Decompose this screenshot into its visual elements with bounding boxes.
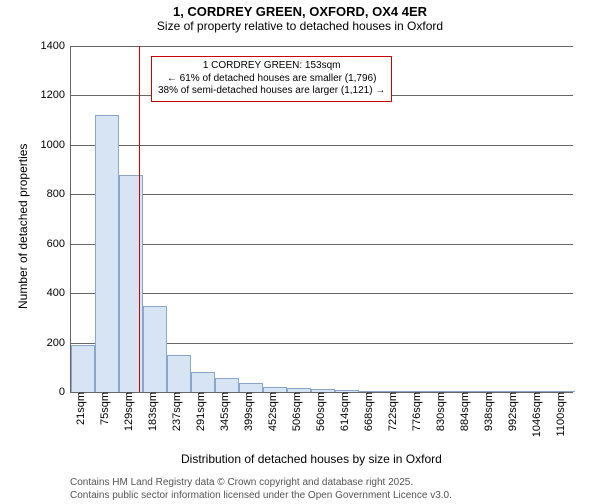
x-tick-label: 291sqm xyxy=(193,392,207,431)
y-tick-label: 0 xyxy=(59,386,71,398)
x-tick-label: 560sqm xyxy=(313,392,327,431)
x-tick-label: 345sqm xyxy=(217,392,231,431)
annotation-line: ← 61% of detached houses are smaller (1,… xyxy=(158,73,385,86)
histogram-bar xyxy=(239,383,263,392)
x-tick-label: 614sqm xyxy=(337,392,351,431)
gridline xyxy=(71,145,573,146)
x-tick-label: 938sqm xyxy=(481,392,495,431)
annotation-line: 1 CORDREY GREEN: 153sqm xyxy=(158,60,385,73)
x-tick-label: 776sqm xyxy=(409,392,423,431)
y-tick-label: 800 xyxy=(47,188,71,200)
footer-line-2: Contains public sector information licen… xyxy=(70,489,452,502)
annotation-box: 1 CORDREY GREEN: 153sqm← 61% of detached… xyxy=(151,56,392,102)
histogram-bar xyxy=(215,378,239,392)
chart-subtitle: Size of property relative to detached ho… xyxy=(0,19,600,33)
x-tick-label: 75sqm xyxy=(97,392,111,425)
chart-title: 1, CORDREY GREEN, OXFORD, OX4 4ER xyxy=(0,4,600,19)
x-tick-label: 21sqm xyxy=(73,392,87,425)
x-tick-label: 1046sqm xyxy=(529,392,543,437)
histogram-bar xyxy=(143,306,167,393)
footer-attribution: Contains HM Land Registry data © Crown c… xyxy=(70,476,452,502)
x-tick-label: 506sqm xyxy=(289,392,303,431)
y-axis-label: Number of detached properties xyxy=(16,144,30,309)
histogram-bar xyxy=(95,115,119,392)
annotation-line: 38% of semi-detached houses are larger (… xyxy=(158,85,385,98)
x-tick-label: 884sqm xyxy=(457,392,471,431)
x-tick-label: 1100sqm xyxy=(553,392,567,436)
x-axis-label: Distribution of detached houses by size … xyxy=(181,452,442,466)
x-tick-label: 183sqm xyxy=(145,392,159,431)
y-tick-label: 1400 xyxy=(41,40,71,52)
x-tick-label: 992sqm xyxy=(505,392,519,431)
x-tick-label: 237sqm xyxy=(169,392,183,431)
x-tick-label: 668sqm xyxy=(361,392,375,431)
y-tick-label: 1200 xyxy=(41,89,71,101)
y-tick-label: 400 xyxy=(47,287,71,299)
histogram-bar xyxy=(71,345,95,392)
chart-plot-area: 02004006008001000120014001 CORDREY GREEN… xyxy=(70,46,573,393)
y-tick-label: 600 xyxy=(47,238,71,250)
x-tick-label: 129sqm xyxy=(121,392,135,431)
y-tick-label: 200 xyxy=(47,337,71,349)
footer-line-1: Contains HM Land Registry data © Crown c… xyxy=(70,476,452,489)
gridline xyxy=(71,46,573,47)
y-tick-label: 1000 xyxy=(41,139,71,151)
x-tick-label: 722sqm xyxy=(385,392,399,431)
x-tick-label: 830sqm xyxy=(433,392,447,431)
reference-line xyxy=(139,46,140,392)
histogram-bar xyxy=(167,355,191,392)
x-tick-label: 452sqm xyxy=(265,392,279,431)
gridline xyxy=(71,244,573,245)
histogram-bar xyxy=(191,372,215,392)
x-tick-label: 399sqm xyxy=(241,392,255,431)
gridline xyxy=(71,293,573,294)
gridline xyxy=(71,194,573,195)
